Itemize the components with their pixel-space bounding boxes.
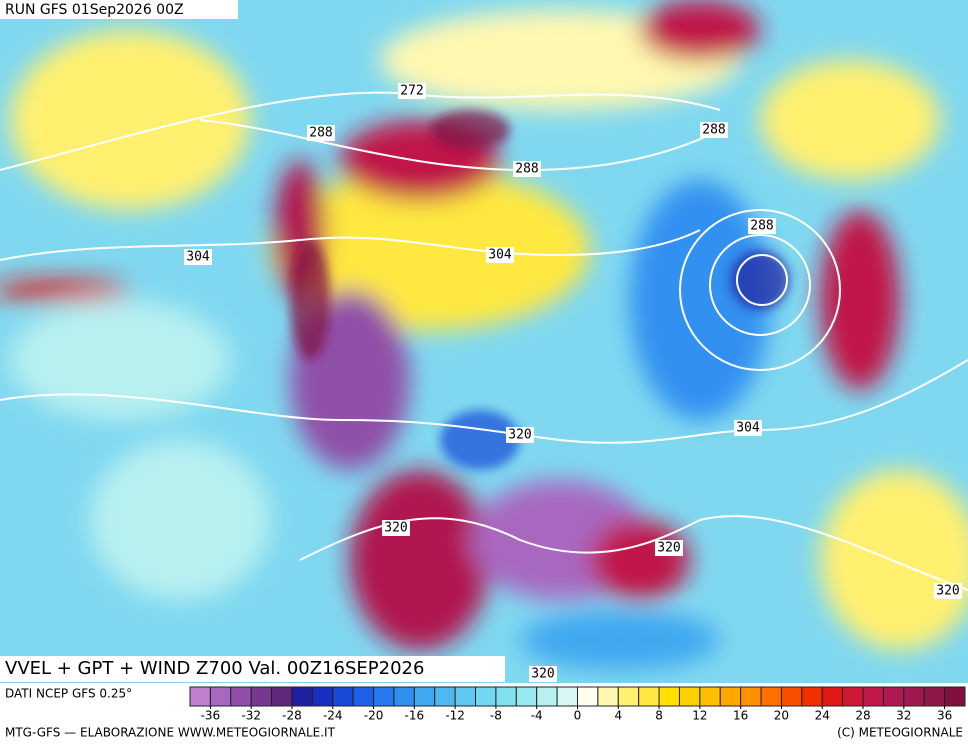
colorbar-cell — [577, 686, 599, 707]
map — [0, 0, 968, 683]
contour-label: 320 — [657, 541, 680, 556]
colorbar-tick-label: -12 — [445, 709, 465, 723]
colorbar-cell — [373, 686, 395, 707]
contour-label: 288 — [750, 219, 773, 234]
contour-label-box — [655, 540, 683, 556]
colorbar-cell — [658, 686, 680, 707]
colorbar-cell — [699, 686, 721, 707]
colorbar-tick-label: -32 — [241, 709, 261, 723]
colorbar-tick-label: -20 — [364, 709, 384, 723]
copyright-label: (C) METEOGIORNALE — [837, 726, 963, 740]
contour-label: 288 — [702, 123, 725, 138]
colorbar-tick-label: -16 — [405, 709, 425, 723]
colorbar-cell — [944, 686, 966, 707]
contour-label: 320 — [384, 521, 407, 536]
colorbar-cell — [515, 686, 538, 707]
colorbar-cell — [862, 686, 884, 707]
colorbar-tick-label: -28 — [282, 709, 302, 723]
contour-label-box — [486, 247, 514, 263]
contour-label: 320 — [508, 428, 531, 443]
contour-label-box — [934, 583, 962, 599]
colorbar-cell — [740, 686, 762, 707]
contour-label: 288 — [309, 126, 332, 141]
colorbar-cell — [760, 686, 782, 707]
contour-label-box — [734, 420, 762, 436]
colorbar-cell — [311, 686, 334, 707]
colorbar-cell — [393, 686, 415, 707]
colorbar-cell — [882, 686, 905, 707]
colorbar-cell — [454, 686, 477, 707]
colorbar-cell — [638, 686, 660, 707]
colorbar-cell — [495, 686, 517, 707]
colorbar-cell — [413, 686, 436, 707]
colorbar-cell — [332, 686, 354, 707]
contour-label-box — [529, 666, 557, 682]
map-title: VVEL + GPT + WIND Z700 Val. 00Z16SEP2026 — [5, 658, 424, 679]
contour-label-box — [398, 83, 426, 99]
colorbar-tick-label: 8 — [655, 709, 663, 723]
colorbar-cell — [719, 686, 742, 707]
colorbar-tick-label: -24 — [323, 709, 343, 723]
run-label: RUN GFS 01Sep2026 00Z — [5, 2, 184, 18]
contour-label: 304 — [186, 250, 210, 265]
contour-label: 320 — [936, 584, 959, 599]
colorbar-cell — [842, 686, 864, 707]
contour-label: 304 — [736, 421, 760, 436]
colorbar-tick-label: 28 — [855, 709, 870, 723]
title-box — [0, 656, 505, 682]
colorbar-cell — [536, 686, 558, 707]
colorbar-cell — [597, 686, 619, 707]
colorbar-cell — [250, 686, 273, 707]
colorbar-cell — [678, 686, 701, 707]
contour-label: 288 — [515, 162, 538, 177]
colorbar-tick-label: 32 — [896, 709, 911, 723]
colorbar-cell — [291, 686, 313, 707]
colorbar-cell — [230, 686, 252, 707]
contour-label-box — [748, 218, 776, 234]
colorbar-cell — [780, 686, 803, 707]
contour-label-box — [700, 122, 728, 138]
colorbar-tick-label: -4 — [531, 709, 543, 723]
colorbar-cell — [556, 686, 579, 707]
colorbar-cell — [352, 686, 375, 707]
colorbar-tick-label: 0 — [574, 709, 582, 723]
colorbar-tick-label: 4 — [614, 709, 622, 723]
colorbar-cell — [189, 686, 211, 707]
colorbar-tick-label: -36 — [201, 709, 221, 723]
colorbar-cell — [209, 686, 232, 707]
run-box — [0, 0, 238, 19]
colorbar-cell — [475, 686, 497, 707]
colorbar-cell — [903, 686, 925, 707]
contour-label-box — [513, 161, 541, 177]
colorbar-tick-label: 36 — [937, 709, 952, 723]
source-label: DATI NCEP GFS 0.25° — [5, 687, 132, 701]
colorbar-tick-label: 24 — [815, 709, 830, 723]
colorbar-cell — [923, 686, 946, 707]
colorbar-tick-label: -8 — [490, 709, 502, 723]
colorbar-cell — [434, 686, 456, 707]
contour-label-box — [307, 125, 335, 141]
contour-label-box — [184, 249, 212, 265]
colorbar-tick-label: 20 — [774, 709, 789, 723]
colorbar-cell — [801, 686, 823, 707]
colorbar-tick-label: 16 — [733, 709, 748, 723]
credit-label: MTG-GFS — ELABORAZIONE WWW.METEOGIORNALE… — [5, 726, 336, 740]
contour-label: 272 — [400, 84, 423, 99]
colorbar-cell — [271, 686, 293, 707]
colorbar-cell — [821, 686, 844, 707]
contour-label-box — [506, 427, 534, 443]
contour-label-box — [382, 520, 410, 536]
contour-label: 304 — [488, 248, 512, 263]
colorbar-cell — [617, 686, 640, 707]
colorbar-tick-label: 12 — [692, 709, 707, 723]
contour-label: 320 — [531, 667, 554, 682]
